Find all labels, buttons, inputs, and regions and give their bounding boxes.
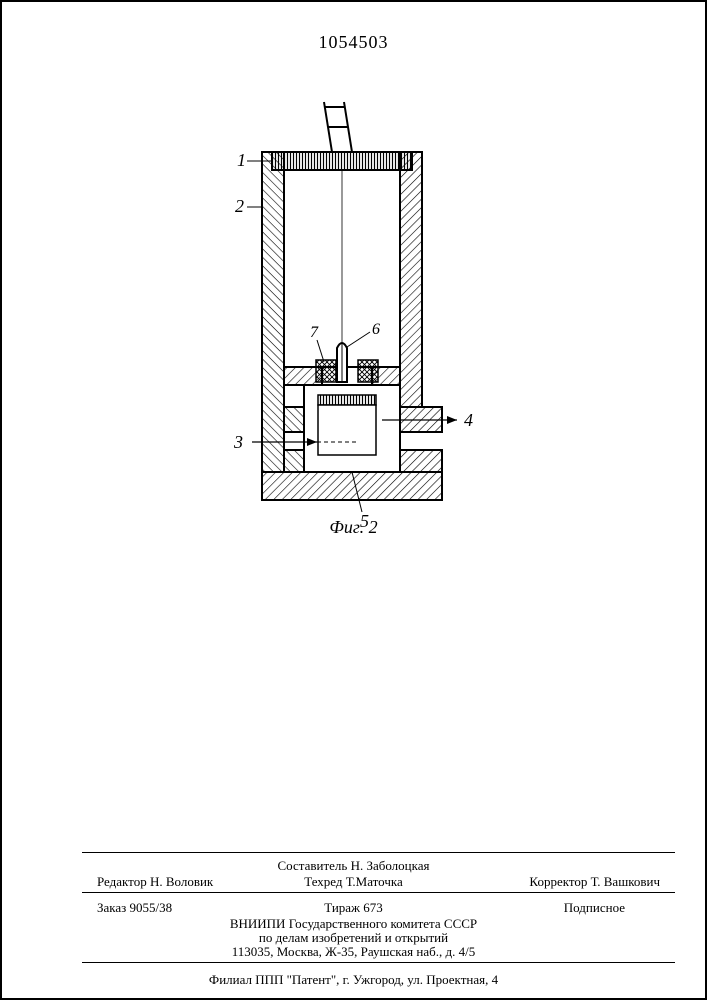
svg-text:7: 7	[310, 324, 319, 341]
svg-text:1: 1	[237, 150, 246, 170]
editor-credit: Редактор Н. Воловик	[97, 874, 213, 890]
figure-svg: 1 2 7 6 4 3 5	[2, 72, 707, 632]
techred-credit: Техред Т.Маточка	[304, 874, 403, 890]
document-number: 1054503	[319, 32, 389, 53]
order-number: Заказ 9055/38	[97, 900, 172, 916]
address: 113035, Москва, Ж-35, Раушская наб., д. …	[2, 944, 705, 960]
branch-line: Филиал ППП "Патент", г. Ужгород, ул. Про…	[2, 972, 705, 988]
svg-text:3: 3	[233, 432, 243, 452]
page-frame: 1054503	[0, 0, 707, 1000]
corrector-credit: Корректор Т. Вашкович	[529, 874, 660, 890]
rule-2	[82, 892, 675, 893]
figure-caption: Фиг. 2	[329, 517, 377, 538]
subscription: Подписное	[564, 900, 625, 916]
rule-3	[82, 962, 675, 963]
circulation: Тираж 673	[324, 900, 383, 916]
compiler-credit: Составитель Н. Заболоцкая	[2, 858, 705, 874]
rule-1	[82, 852, 675, 853]
figure-2: 1 2 7 6 4 3 5	[2, 72, 705, 582]
svg-text:2: 2	[235, 196, 244, 216]
svg-text:4: 4	[464, 410, 473, 430]
svg-text:6: 6	[372, 321, 380, 338]
